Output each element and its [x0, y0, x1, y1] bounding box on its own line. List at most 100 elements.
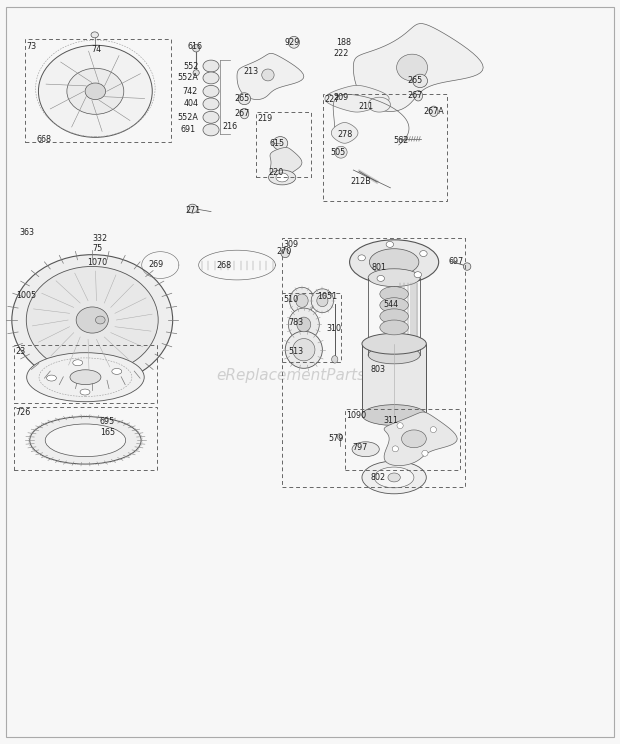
Text: 75: 75: [92, 244, 102, 253]
Text: 267A: 267A: [423, 107, 444, 116]
Text: 188: 188: [337, 38, 352, 47]
Ellipse shape: [203, 60, 219, 72]
Ellipse shape: [273, 137, 288, 150]
Text: 615: 615: [270, 139, 285, 148]
Ellipse shape: [377, 275, 384, 281]
Text: 668: 668: [37, 135, 51, 144]
Ellipse shape: [85, 83, 105, 100]
Ellipse shape: [380, 309, 409, 324]
Ellipse shape: [414, 91, 423, 101]
Text: 23: 23: [16, 347, 25, 356]
Text: 73: 73: [27, 42, 37, 51]
Ellipse shape: [337, 434, 342, 440]
Ellipse shape: [297, 317, 311, 332]
Ellipse shape: [332, 356, 338, 363]
Text: 616: 616: [187, 42, 203, 51]
Bar: [345, 409, 459, 470]
Polygon shape: [237, 54, 304, 100]
Ellipse shape: [358, 255, 365, 261]
Text: 697: 697: [448, 257, 464, 266]
Text: 227: 227: [324, 95, 340, 104]
Text: 1090: 1090: [347, 411, 366, 420]
Ellipse shape: [187, 204, 197, 213]
Text: 265: 265: [408, 77, 423, 86]
Ellipse shape: [420, 251, 427, 257]
Text: 1070: 1070: [87, 258, 107, 267]
Text: 165: 165: [100, 428, 115, 437]
Text: 802: 802: [371, 473, 386, 482]
Text: 309: 309: [283, 240, 298, 248]
Ellipse shape: [352, 442, 379, 457]
Ellipse shape: [422, 450, 428, 456]
Ellipse shape: [288, 308, 319, 341]
Text: 212B: 212B: [350, 176, 371, 186]
Ellipse shape: [311, 289, 334, 312]
Text: 265: 265: [234, 94, 250, 103]
Ellipse shape: [276, 173, 288, 182]
Text: 691: 691: [180, 126, 195, 135]
Text: 267: 267: [234, 109, 250, 118]
Ellipse shape: [285, 331, 322, 368]
Text: 929: 929: [284, 38, 299, 47]
Ellipse shape: [262, 69, 274, 81]
Text: 726: 726: [16, 408, 31, 417]
Ellipse shape: [73, 360, 82, 366]
Text: 1005: 1005: [16, 291, 37, 300]
Ellipse shape: [12, 254, 172, 385]
Ellipse shape: [368, 269, 420, 286]
Ellipse shape: [386, 242, 394, 248]
Polygon shape: [368, 97, 391, 112]
Ellipse shape: [350, 240, 439, 284]
Ellipse shape: [368, 346, 420, 364]
Ellipse shape: [193, 70, 199, 76]
Ellipse shape: [203, 124, 219, 136]
Ellipse shape: [203, 112, 219, 124]
Ellipse shape: [30, 417, 141, 464]
Ellipse shape: [38, 45, 153, 138]
Ellipse shape: [45, 424, 126, 457]
Text: 363: 363: [19, 228, 34, 237]
Text: 310: 310: [326, 324, 341, 333]
Text: 219: 219: [257, 114, 273, 123]
Text: 797: 797: [352, 443, 368, 452]
Ellipse shape: [91, 32, 99, 38]
Ellipse shape: [290, 287, 314, 314]
Text: 278: 278: [338, 130, 353, 139]
Text: 311: 311: [383, 416, 398, 425]
Text: 74: 74: [92, 45, 102, 54]
Ellipse shape: [392, 446, 399, 452]
Text: 268: 268: [216, 261, 231, 270]
Text: 552: 552: [183, 62, 198, 71]
Ellipse shape: [380, 286, 409, 301]
Ellipse shape: [240, 109, 249, 119]
Bar: [362, 344, 427, 415]
Ellipse shape: [95, 316, 105, 324]
Text: 209: 209: [334, 93, 349, 102]
Bar: [256, 112, 311, 177]
Ellipse shape: [296, 294, 308, 307]
Text: 1051: 1051: [317, 292, 337, 301]
Ellipse shape: [203, 98, 219, 110]
Ellipse shape: [70, 370, 101, 385]
Ellipse shape: [362, 405, 427, 426]
Ellipse shape: [414, 272, 422, 278]
Ellipse shape: [397, 423, 403, 429]
Ellipse shape: [317, 295, 328, 307]
Polygon shape: [325, 86, 389, 112]
Ellipse shape: [413, 74, 428, 88]
Bar: [25, 39, 171, 142]
Bar: [282, 238, 464, 487]
Bar: [323, 94, 447, 201]
Text: 332: 332: [92, 234, 107, 243]
Ellipse shape: [80, 389, 90, 395]
Polygon shape: [384, 412, 457, 466]
Ellipse shape: [288, 36, 299, 48]
Text: 269: 269: [148, 260, 163, 269]
Ellipse shape: [46, 375, 56, 381]
Text: 803: 803: [371, 365, 386, 374]
Text: 544: 544: [383, 300, 398, 309]
Text: 801: 801: [372, 263, 387, 272]
Ellipse shape: [374, 467, 414, 488]
Text: 742: 742: [182, 87, 197, 96]
Text: 505: 505: [330, 148, 346, 157]
